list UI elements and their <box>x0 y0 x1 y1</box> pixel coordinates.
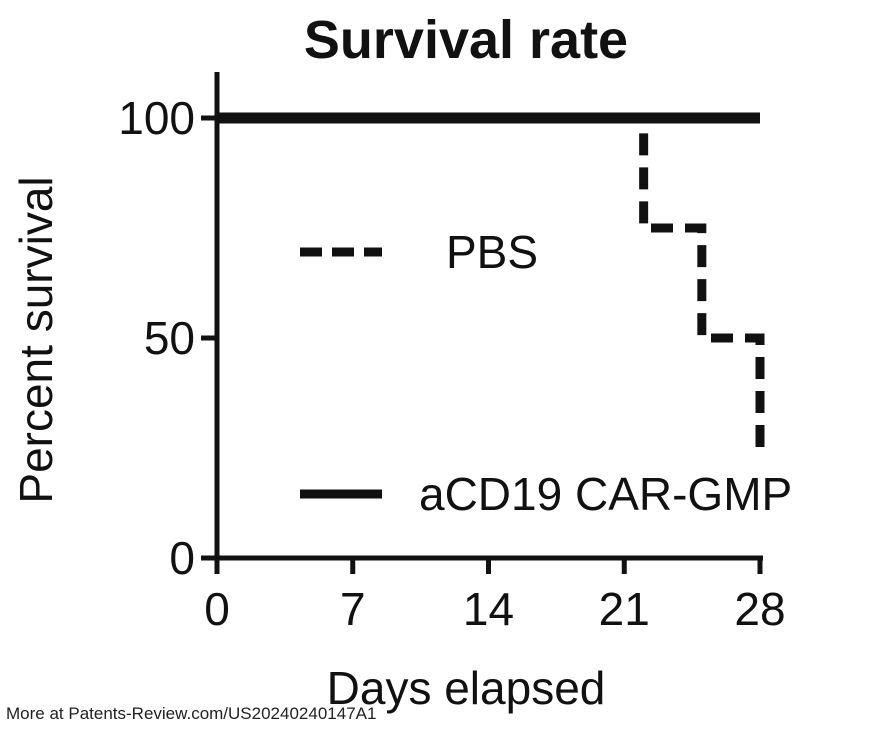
series-lines <box>217 118 760 448</box>
x-tick-label: 7 <box>340 583 366 635</box>
source-footer: More at Patents-Review.com/US20240240147… <box>6 704 376 724</box>
legend-label: PBS <box>446 226 538 278</box>
y-axis-label: Percent survival <box>10 176 62 503</box>
x-tick-label: 14 <box>463 583 514 635</box>
y-tick-label: 50 <box>144 312 195 364</box>
chart-title: Survival rate <box>304 10 628 70</box>
y-tick-label: 100 <box>118 92 195 144</box>
x-tick-label: 28 <box>734 583 785 635</box>
y-tick-label: 0 <box>169 532 195 584</box>
series-line-pbs <box>217 118 760 448</box>
x-tick-label: 0 <box>204 583 230 635</box>
legend-label: aCD19 CAR-GMP <box>419 468 792 520</box>
x-tick-label: 21 <box>599 583 650 635</box>
legend: PBS aCD19 CAR-GMP <box>300 226 792 520</box>
